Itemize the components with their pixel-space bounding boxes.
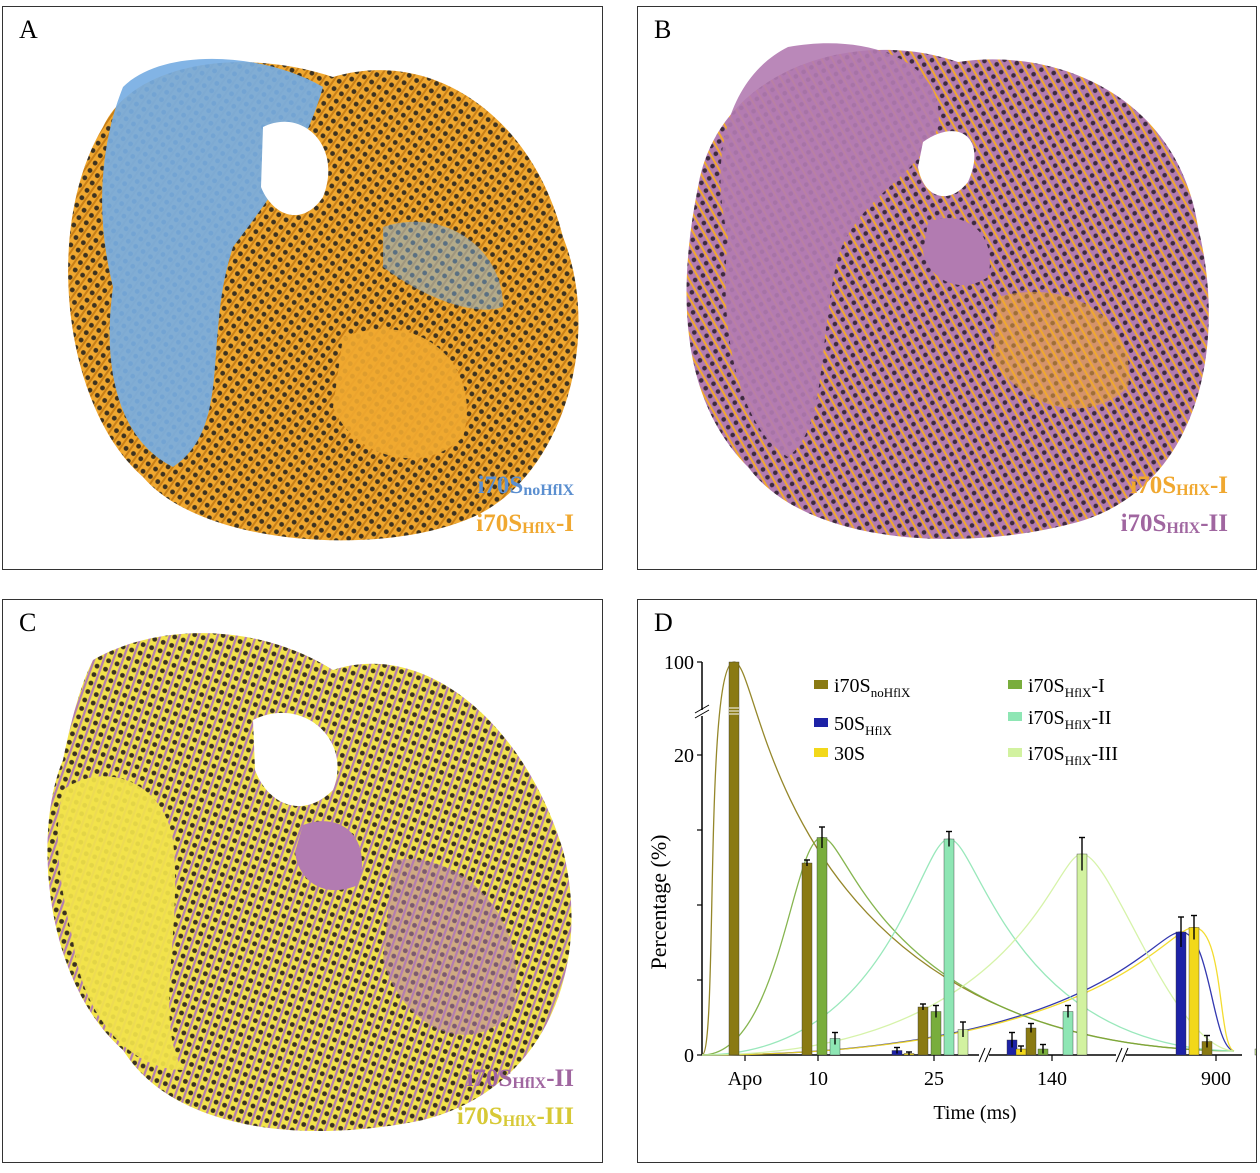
bar-i70S_HflX-II [943,838,955,1056]
bar-i70S_HflX-I [930,1011,942,1056]
legend-entry: i70SnoHflX [477,472,574,499]
x-axis-break [978,1047,992,1063]
percentage-time-chart: i70SnoHflX 50SHflX 30S i70SHflX-I i70SHflX-I… [646,652,1256,1124]
legend-swatch [1008,748,1022,757]
panel-c: C i70SHflX-II i70SHflX-III [2,599,603,1163]
legend-entry: i70SHflX-II [466,1065,574,1092]
cryo-em-map-overlay-c [47,633,572,1132]
bar-i70S_HflX-III [1076,853,1088,1056]
chart-legend: i70SnoHflX 50SHflX 30S i70SHflX-I i70SHflX-I… [814,675,1118,768]
y-axis-label: Percentage (%) [646,835,671,970]
x-tick-label: 900 [1201,1068,1231,1090]
legend-swatch [814,680,828,689]
bar-50S_HflX [1175,931,1187,1056]
legend-entry: i70SHflX-II [1120,510,1228,537]
legend-swatch [1008,712,1022,721]
bar-30S [1188,927,1200,1056]
legend-label: i70SHflX-I [1028,675,1105,700]
legend-swatch [1008,680,1022,689]
bar-i70S_HflX-II [1062,1011,1074,1056]
legend-label: i70SnoHflX [834,675,911,700]
map-legend: i70SHflX-I i70SHflX-II [1121,469,1228,545]
panel-b: B i70SHflX-I i70SHflX-II [637,6,1257,570]
chart-curves [701,661,1235,1056]
bar-i70S_noHflX [917,1006,929,1056]
panel-d: D i70SnoHflX 50SHflX 30S i70SHflX-I i70SHflX… [637,599,1257,1163]
fit-curve-i70S_HflX-III [701,853,1235,1056]
fit-curve-i70S_noHflX [701,661,1235,1056]
bar-i70S_noHflX [801,862,813,1056]
panel-letter: B [654,15,672,44]
cryo-em-map-overlay-b [686,43,1209,539]
chart-bars [728,661,1256,1056]
panel-letter: D [654,608,673,637]
legend-label: i70SHflX-II [1028,707,1111,732]
x-tick-label: 10 [808,1068,828,1090]
y-tick-label: 20 [674,745,694,767]
bar-i70S_noHflX [728,661,740,1056]
map-legend: i70SnoHflX i70SHflX-I [476,469,574,545]
y-axis-break [694,704,710,719]
fit-curve-i70S_HflX-I [701,836,1235,1056]
panel-letter: A [19,15,38,44]
legend-entry: i70SHflX-I [476,510,574,537]
legend-label: 30S [834,743,865,765]
legend-swatch [814,718,828,727]
cryo-em-map-overlay-a [68,58,579,541]
y-tick-label: 100 [664,652,694,674]
x-axis-break [1115,1047,1129,1063]
y-tick-label: 0 [684,1045,694,1067]
panel-a: A i70SnoHflX i70SHflX-I [2,6,603,570]
map-legend: i70SHflX-II i70SHflX-III [457,1062,574,1138]
legend-label: 50SHflX [834,713,892,738]
x-tick-label: Apo [728,1068,762,1090]
legend-swatch [814,748,828,757]
panel-letter: C [19,608,37,637]
legend-entry: i70SHflX-III [456,1103,574,1130]
legend-entry: i70SHflX-I [1130,472,1228,499]
x-tick-label: 25 [924,1068,944,1090]
x-axis-label: Time (ms) [933,1102,1016,1124]
legend-label: i70SHflX-III [1028,743,1118,768]
x-tick-label: 140 [1037,1068,1067,1090]
bar-i70S_HflX-III [1254,1048,1256,1056]
bar-i70S_HflX-I [816,837,828,1056]
